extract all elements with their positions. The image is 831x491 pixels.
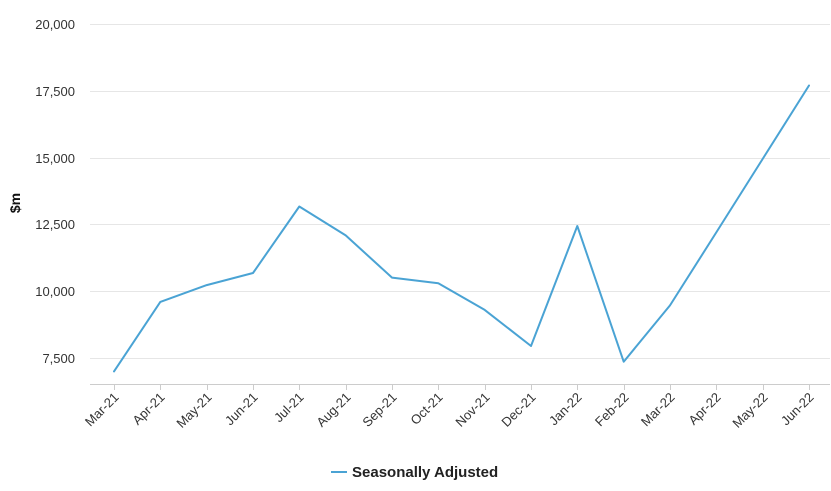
x-tick-label: Sep-21 — [359, 390, 399, 430]
x-tick-label: Apr-22 — [685, 390, 723, 428]
x-axis-labels: Mar-21 Apr-21 May-21 Jun-21 Jul-21 Aug-21 Sep-… — [82, 390, 817, 431]
x-tick-label: Nov-21 — [452, 390, 492, 430]
legend-label-seasonally-adjusted[interactable]: Seasonally Adjusted — [352, 464, 498, 481]
x-tick-label: Mar-21 — [82, 390, 122, 430]
x-tick-label: Jun-22 — [778, 390, 817, 429]
legend[interactable]: Seasonally Adjusted — [331, 464, 498, 481]
x-tick-label: Jan-22 — [546, 390, 585, 429]
y-tick-label: 10,000 — [35, 284, 75, 299]
x-tick-label: Apr-21 — [129, 390, 167, 428]
x-tick-label: Aug-21 — [313, 390, 353, 430]
y-tick-label: 7,500 — [42, 351, 75, 366]
series-line-seasonally-adjusted[interactable] — [113, 84, 810, 373]
y-axis: 7,500 10,000 12,500 15,000 17,500 20,000 — [35, 17, 75, 366]
y-axis-title: $m — [7, 193, 23, 213]
y-tick-label: 17,500 — [35, 84, 75, 99]
x-axis — [90, 384, 830, 390]
x-tick-label: Jun-21 — [222, 390, 261, 429]
x-tick-label: Feb-22 — [592, 390, 632, 430]
x-tick-label: Dec-21 — [498, 390, 538, 430]
gridlines — [90, 24, 830, 359]
x-tick-label: Jul-21 — [271, 390, 307, 426]
x-tick-label: Mar-22 — [638, 390, 678, 430]
y-tick-label: 15,000 — [35, 151, 75, 166]
x-tick-label: May-21 — [173, 390, 214, 431]
series-layer — [113, 84, 810, 373]
y-tick-label: 20,000 — [35, 17, 75, 32]
x-tick-label: May-22 — [729, 390, 770, 431]
x-tick-label: Oct-21 — [407, 390, 445, 428]
y-tick-label: 12,500 — [35, 217, 75, 232]
